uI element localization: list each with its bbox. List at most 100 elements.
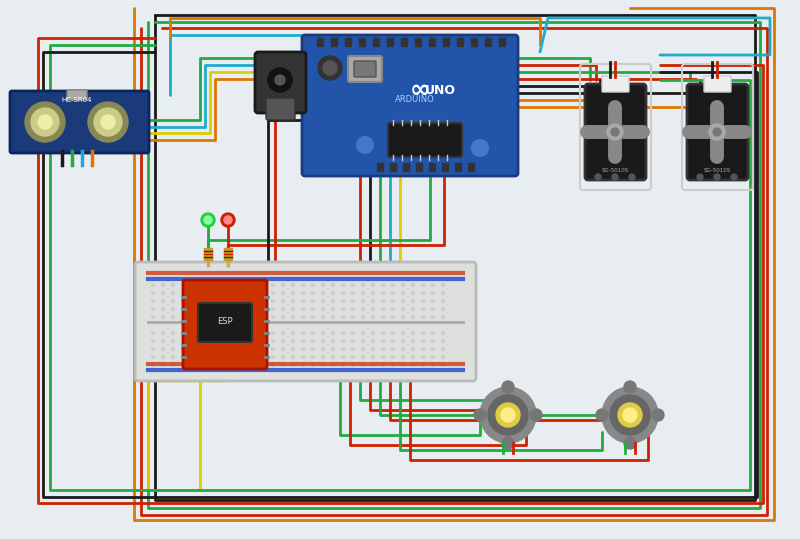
Circle shape bbox=[318, 56, 342, 80]
Circle shape bbox=[101, 115, 115, 129]
Circle shape bbox=[302, 315, 305, 319]
Circle shape bbox=[211, 331, 214, 335]
Circle shape bbox=[291, 300, 294, 302]
Circle shape bbox=[311, 315, 314, 319]
Circle shape bbox=[222, 363, 225, 367]
FancyBboxPatch shape bbox=[602, 76, 629, 92]
Bar bbox=[457, 38, 463, 46]
Circle shape bbox=[624, 437, 636, 449]
Circle shape bbox=[342, 308, 345, 310]
FancyBboxPatch shape bbox=[183, 280, 267, 369]
Circle shape bbox=[251, 331, 254, 335]
Circle shape bbox=[697, 174, 703, 180]
Circle shape bbox=[411, 356, 414, 358]
Circle shape bbox=[151, 340, 154, 342]
FancyBboxPatch shape bbox=[704, 76, 731, 92]
Circle shape bbox=[382, 315, 385, 319]
Circle shape bbox=[351, 340, 354, 342]
Circle shape bbox=[362, 315, 365, 319]
FancyBboxPatch shape bbox=[67, 90, 87, 100]
Circle shape bbox=[191, 340, 194, 342]
Circle shape bbox=[151, 315, 154, 319]
Circle shape bbox=[502, 381, 514, 393]
Circle shape bbox=[618, 403, 642, 427]
Circle shape bbox=[211, 315, 214, 319]
Circle shape bbox=[182, 308, 185, 310]
Circle shape bbox=[211, 284, 214, 287]
Circle shape bbox=[191, 331, 194, 335]
Bar bbox=[416, 163, 422, 171]
Circle shape bbox=[222, 284, 225, 287]
Circle shape bbox=[709, 124, 725, 140]
Circle shape bbox=[262, 331, 265, 335]
Circle shape bbox=[402, 284, 405, 287]
Circle shape bbox=[331, 300, 334, 302]
Circle shape bbox=[302, 300, 305, 302]
Circle shape bbox=[311, 308, 314, 310]
Circle shape bbox=[282, 331, 285, 335]
Circle shape bbox=[151, 363, 154, 367]
Circle shape bbox=[351, 292, 354, 294]
Circle shape bbox=[162, 315, 165, 319]
Circle shape bbox=[371, 348, 374, 350]
Circle shape bbox=[652, 409, 664, 421]
Circle shape bbox=[422, 308, 425, 310]
Circle shape bbox=[242, 315, 245, 319]
Circle shape bbox=[331, 292, 334, 294]
Circle shape bbox=[191, 363, 194, 367]
Circle shape bbox=[411, 363, 414, 367]
Circle shape bbox=[411, 348, 414, 350]
Text: ARDUINO: ARDUINO bbox=[395, 95, 435, 105]
FancyBboxPatch shape bbox=[585, 84, 646, 180]
Circle shape bbox=[402, 331, 405, 335]
Circle shape bbox=[391, 315, 394, 319]
Circle shape bbox=[311, 331, 314, 335]
Circle shape bbox=[262, 308, 265, 310]
Circle shape bbox=[431, 308, 434, 310]
Circle shape bbox=[211, 308, 214, 310]
Bar bbox=[377, 163, 383, 171]
Circle shape bbox=[351, 308, 354, 310]
Circle shape bbox=[422, 356, 425, 358]
Circle shape bbox=[222, 308, 225, 310]
FancyBboxPatch shape bbox=[348, 56, 382, 82]
Circle shape bbox=[171, 292, 174, 294]
Circle shape bbox=[222, 340, 225, 342]
Circle shape bbox=[422, 300, 425, 302]
Circle shape bbox=[262, 284, 265, 287]
Circle shape bbox=[222, 300, 225, 302]
Circle shape bbox=[402, 356, 405, 358]
Circle shape bbox=[488, 395, 528, 435]
Circle shape bbox=[311, 292, 314, 294]
Circle shape bbox=[442, 292, 445, 294]
Circle shape bbox=[311, 284, 314, 287]
Circle shape bbox=[322, 284, 325, 287]
Circle shape bbox=[221, 213, 235, 227]
Circle shape bbox=[331, 348, 334, 350]
Circle shape bbox=[371, 300, 374, 302]
Circle shape bbox=[431, 356, 434, 358]
Text: ESP: ESP bbox=[217, 317, 233, 327]
Circle shape bbox=[607, 124, 623, 140]
Circle shape bbox=[282, 292, 285, 294]
Circle shape bbox=[442, 284, 445, 287]
Circle shape bbox=[171, 300, 174, 302]
Circle shape bbox=[162, 348, 165, 350]
Circle shape bbox=[202, 348, 205, 350]
Bar bbox=[359, 38, 365, 46]
Circle shape bbox=[271, 284, 274, 287]
Circle shape bbox=[151, 292, 154, 294]
Circle shape bbox=[362, 292, 365, 294]
Circle shape bbox=[262, 356, 265, 358]
Circle shape bbox=[302, 356, 305, 358]
Circle shape bbox=[251, 363, 254, 367]
Circle shape bbox=[271, 315, 274, 319]
Circle shape bbox=[251, 284, 254, 287]
Circle shape bbox=[282, 308, 285, 310]
Circle shape bbox=[610, 395, 650, 435]
Circle shape bbox=[231, 340, 234, 342]
Circle shape bbox=[422, 284, 425, 287]
Circle shape bbox=[171, 363, 174, 367]
Circle shape bbox=[271, 331, 274, 335]
Circle shape bbox=[382, 331, 385, 335]
